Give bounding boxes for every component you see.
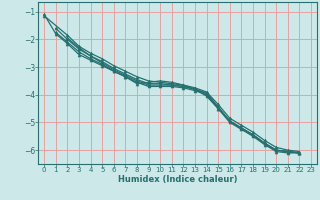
X-axis label: Humidex (Indice chaleur): Humidex (Indice chaleur)	[118, 175, 237, 184]
